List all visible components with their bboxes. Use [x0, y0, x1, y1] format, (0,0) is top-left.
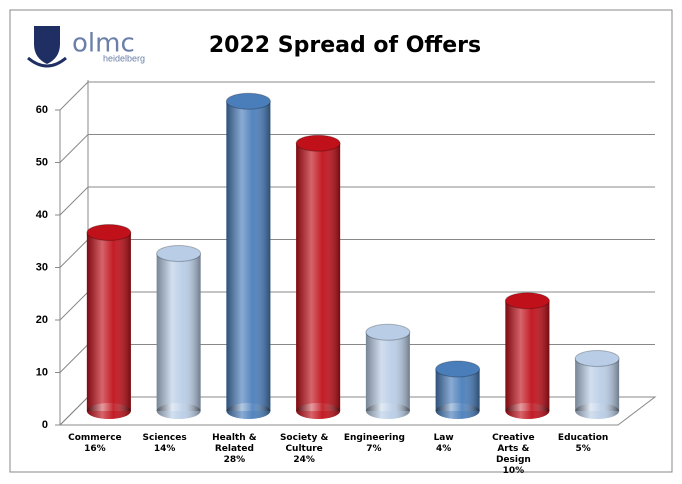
bar-shade	[575, 358, 620, 411]
bar-shade	[86, 232, 131, 411]
y-tick-label: 30	[36, 261, 48, 273]
bar-top	[225, 92, 271, 110]
bar-shade-base	[365, 403, 410, 419]
floor	[58, 396, 657, 426]
bar-shade	[296, 143, 341, 411]
x-tick-label: Creative Arts & Design 10%	[483, 433, 543, 477]
chart-title: 2022 Spread of Offers	[209, 33, 481, 58]
percent-label: 10%	[502, 466, 525, 476]
y-tick-label: 50	[36, 156, 48, 168]
bar-shade-base	[156, 403, 201, 419]
x-tick-label: Commerce 16%	[65, 433, 125, 455]
x-tick-label: Engineering 7%	[343, 433, 405, 455]
bar-shade	[505, 300, 550, 411]
bar-top	[365, 323, 411, 341]
x-tick-label: Health & Related 28%	[204, 433, 264, 466]
bar-shade-base	[296, 403, 341, 419]
percent-label: 4%	[435, 444, 452, 454]
category-name: Commerce	[68, 433, 122, 443]
category-name: Education	[557, 433, 609, 443]
logo-place: heidelberg	[103, 53, 145, 63]
bar-top	[86, 224, 132, 241]
category-name: Law	[433, 433, 454, 443]
x-tick-label: Law 4%	[414, 433, 474, 455]
bar-shade	[365, 332, 410, 411]
category-name: Engineering	[343, 433, 405, 443]
bar-top	[504, 292, 550, 310]
category-name: Sciences	[142, 433, 187, 443]
category-name: Creative Arts & Design	[492, 433, 535, 465]
y-tick-label: 60	[36, 104, 48, 116]
bar-top	[435, 360, 481, 378]
y-tick-label: 0	[42, 419, 48, 431]
logo-ribbon	[27, 56, 67, 68]
grid-line	[59, 186, 655, 216]
percent-label: 24%	[293, 455, 315, 465]
y-tick-label: 10	[36, 366, 48, 378]
bar-shade-base	[226, 403, 271, 419]
y-tick-label: 20	[36, 314, 48, 326]
bar-shade-base	[435, 403, 480, 419]
x-tick-label: Education 5%	[553, 433, 613, 455]
grid-line	[59, 134, 655, 163]
bar-shade	[156, 253, 201, 411]
percent-label: 16%	[84, 444, 106, 454]
category-name: Health & Related	[212, 433, 257, 454]
category-name: Society & Culture	[279, 433, 329, 454]
percent-label: 7%	[366, 444, 382, 454]
grid-line	[59, 81, 655, 111]
bar-top	[156, 245, 202, 262]
x-tick-label: Sciences 14%	[135, 433, 195, 455]
percent-label: 28%	[223, 455, 246, 465]
logo: olmc heidelberg	[27, 26, 145, 68]
bar-shade-base	[575, 403, 620, 419]
percent-label: 14%	[153, 444, 176, 454]
bar-top	[574, 350, 620, 367]
bar-top	[295, 134, 341, 152]
logo-shield	[34, 26, 60, 64]
x-tick-label: Society & Culture 24%	[274, 433, 334, 466]
logo-name: olmc	[72, 29, 135, 59]
y-tick-label: 40	[36, 209, 48, 221]
bar-shade-base	[505, 403, 550, 419]
percent-label: 5%	[575, 444, 591, 454]
bar-shade	[226, 101, 271, 411]
bar-shade-base	[86, 403, 131, 419]
